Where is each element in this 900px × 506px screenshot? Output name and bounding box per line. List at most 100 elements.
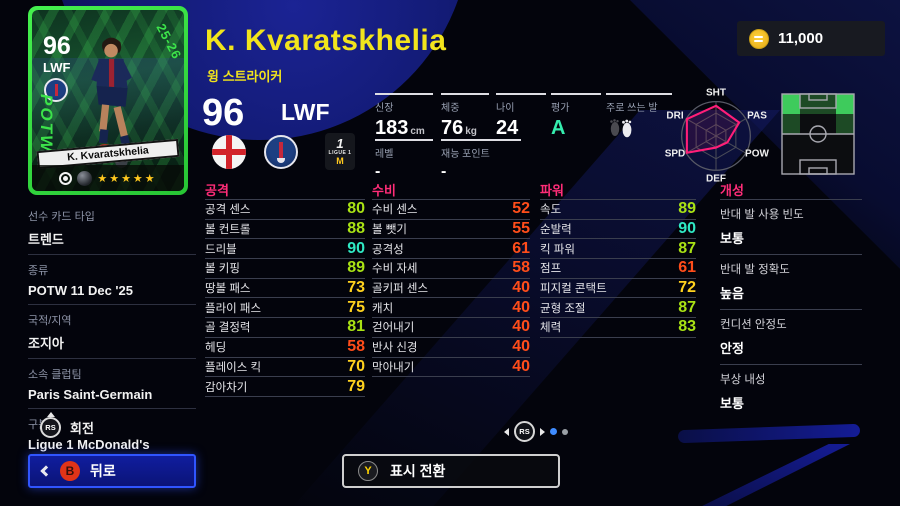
- stat-row: 공격 센스 80: [205, 199, 365, 219]
- info-label: 국적/지역: [28, 315, 72, 327]
- rotate-hint: RS 회전: [40, 417, 94, 438]
- info-value: Ligue 1 McDonald's: [28, 437, 150, 452]
- card-footer: ★★★★★: [32, 165, 184, 191]
- list-item: 선수 카드 타입 트렌드: [28, 201, 196, 255]
- info-value: POTW 11 Dec '25: [28, 283, 133, 298]
- list-item: 종류 POTW 11 Dec '25: [28, 255, 196, 305]
- summary-cell-foot: 주로 쓰는 발: [606, 93, 672, 144]
- stat-row: 수비 자세 58: [372, 258, 530, 278]
- stat-label: 드리블: [205, 243, 237, 256]
- stat-column-header: 수비: [372, 183, 396, 198]
- stat-value: 87: [678, 239, 696, 257]
- cell-unit: cm: [410, 126, 425, 137]
- stat-value: 73: [347, 279, 365, 297]
- stat-label: 플레이스 킥: [205, 361, 262, 374]
- stat-label: 순발력: [540, 224, 572, 237]
- stat-label: 감아차기: [205, 381, 248, 394]
- cell-value: -: [375, 163, 381, 180]
- pager-left-arrow-icon: [504, 427, 509, 436]
- trait-value: 보통: [720, 231, 744, 246]
- trait-value: 안정: [720, 341, 744, 356]
- stat-label: 볼 키핑: [205, 263, 240, 276]
- cell-value: 76: [441, 117, 464, 139]
- coin-icon: [749, 28, 769, 49]
- georgia-flag-icon: [212, 135, 246, 169]
- toggle-display-button[interactable]: Y 표시 전환: [342, 454, 560, 488]
- trait-column: 개성 반대 발 사용 빈도 보통 반대 발 정확도 높음 컨디션 안정도 안정 …: [720, 180, 862, 419]
- summary-cell-level: 레벨 -: [375, 139, 433, 181]
- dominant-foot-icon: [610, 119, 632, 138]
- stat-value: 80: [347, 200, 365, 218]
- player-card-art: 96 LWF 25-26 POTW K. Kvaratskhelia ★★★★★: [32, 10, 184, 191]
- list-item: 국적/지역 조지아: [28, 305, 196, 359]
- page-dot-active[interactable]: [550, 428, 557, 435]
- stat-value: 58: [512, 259, 530, 277]
- stat-row: 골 결정력 81: [205, 317, 365, 337]
- cell-label: 체중: [441, 103, 460, 114]
- stat-label: 속도: [540, 204, 562, 217]
- stat-column-header: 공격: [205, 183, 229, 198]
- stat-row: 킥 파워 87: [540, 238, 696, 258]
- card-position: LWF: [43, 60, 71, 75]
- stat-row: 체력 83: [540, 317, 696, 337]
- stat-row: 헤딩 58: [205, 336, 365, 357]
- stat-value: 61: [678, 259, 696, 277]
- trait-label: 반대 발 정확도: [720, 264, 790, 276]
- cell-label: 레벨: [375, 149, 394, 160]
- card-edition: POTW: [37, 94, 56, 153]
- stat-row: 균형 조절 87: [540, 297, 696, 317]
- right-stick-icon: RS: [40, 417, 61, 438]
- stat-label: 캐치: [372, 302, 394, 315]
- coin-amount: 11,000: [778, 30, 824, 47]
- cell-label: 신장: [375, 103, 394, 114]
- stat-value: 40: [512, 279, 530, 297]
- stat-row: 볼 키핑 89: [205, 258, 365, 278]
- cell-label: 재능 포인트: [441, 149, 490, 160]
- info-value: 조지아: [28, 336, 64, 351]
- stat-label: 수비 자세: [372, 263, 418, 276]
- back-button[interactable]: B 뒤로: [28, 454, 196, 488]
- stat-column-defence: 수비 수비 센스 52 볼 뺏기 55 공격성 61 수비 자세 58 골키퍼 센스 40…: [372, 180, 530, 378]
- stat-row: 걷어내기 40: [372, 317, 530, 337]
- radar-axis-label: SPD: [664, 148, 686, 160]
- summary-cell-height: 신장 183 cm: [375, 93, 433, 140]
- trait-item: 부상 내성 보통: [720, 364, 862, 419]
- stat-value: 55: [512, 220, 530, 238]
- trait-item: 컨디션 안정도 안정: [720, 309, 862, 364]
- stat-row: 반사 신경 40: [372, 336, 530, 357]
- trait-value: 보통: [720, 396, 744, 411]
- trait-column-header: 개성: [720, 183, 744, 198]
- chevron-left-icon: [40, 465, 52, 477]
- stat-label: 골 결정력: [205, 322, 251, 335]
- back-button-label: 뒤로: [90, 463, 116, 479]
- stat-label: 땅볼 패스: [205, 283, 251, 296]
- player-role: 윙 스트라이커: [207, 69, 283, 84]
- stat-value: 89: [678, 200, 696, 218]
- page-dot[interactable]: [562, 428, 568, 435]
- stat-row: 피지컬 콘택트 72: [540, 277, 696, 298]
- stat-label: 공격 센스: [205, 204, 251, 217]
- stat-column-header: 파워: [540, 183, 564, 198]
- player-card: 96 LWF 25-26 POTW K. Kvaratskhelia ★★★★★: [28, 6, 188, 195]
- info-value: 트렌드: [28, 232, 64, 247]
- radar-axis-label: POW: [745, 148, 769, 160]
- stat-value: 72: [678, 279, 696, 297]
- trait-item: 반대 발 사용 빈도 보통: [720, 199, 862, 254]
- info-label: 종류: [28, 265, 49, 277]
- stat-row: 점프 61: [540, 258, 696, 278]
- stat-row: 골키퍼 센스 40: [372, 277, 530, 298]
- stat-row: 감아차기 79: [205, 376, 365, 396]
- position-label: LWF: [281, 99, 330, 125]
- attribute-radar-chart: SHT PAS POW DEF SPD DRI: [664, 86, 769, 190]
- stat-value: 40: [512, 298, 530, 316]
- stat-column-attack: 공격 공격 센스 80 볼 컨트롤 88 드리블 90 볼 키핑 89 땅볼 패스 73 …: [205, 180, 365, 397]
- radar-axis-label: DEF: [706, 173, 726, 185]
- card-stars: ★★★★★: [97, 172, 157, 185]
- stat-value: 58: [347, 338, 365, 356]
- radar-axis-label: SHT: [706, 87, 726, 99]
- stat-label: 공격성: [372, 243, 404, 256]
- stat-row: 수비 센스 52: [372, 199, 530, 219]
- cell-value: 24: [496, 117, 519, 139]
- page-title: K. Kvaratskhelia: [205, 24, 447, 57]
